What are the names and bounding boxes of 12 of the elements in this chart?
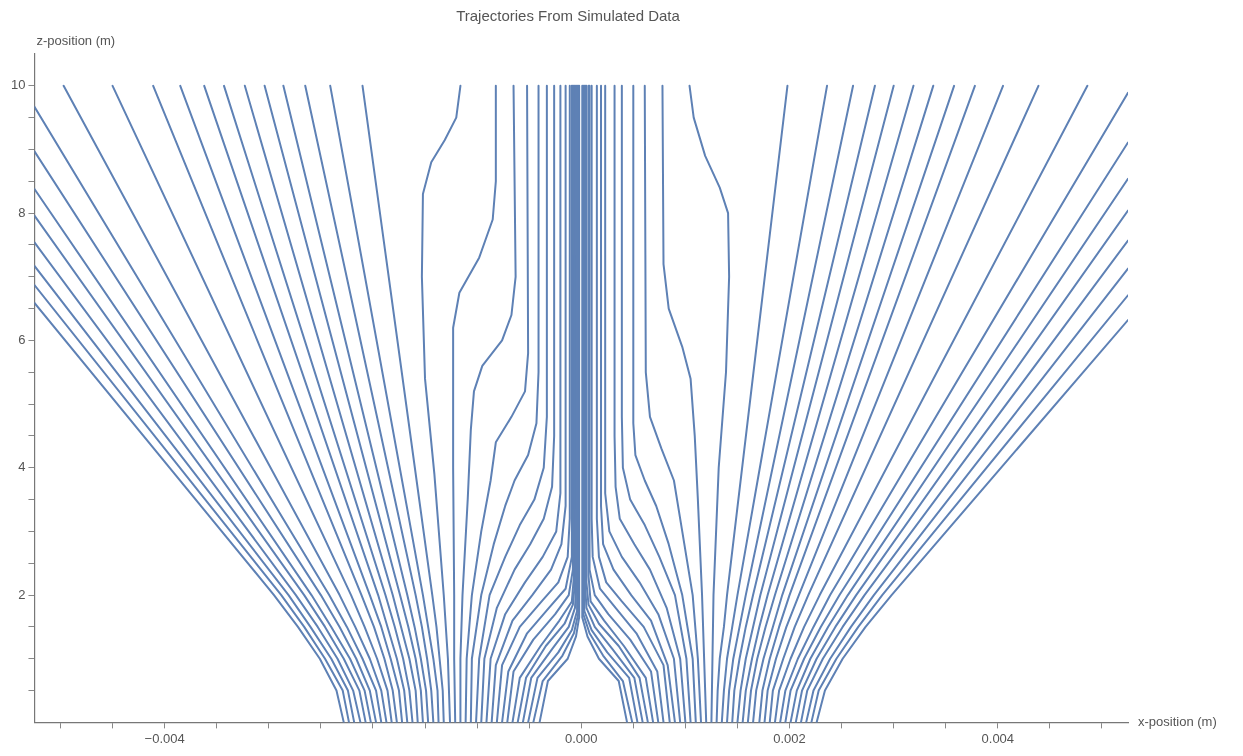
x-tick-label: 0.004 — [981, 730, 1015, 746]
x-tick-label: 0.002 — [773, 730, 806, 746]
y-tick-label: 10 — [10, 77, 26, 93]
chart-title: Trajectories From Simulated Data — [456, 7, 681, 25]
x-tick-label: −0.004 — [144, 730, 185, 746]
y-axis-title: z-position (m) — [36, 33, 116, 49]
x-tick-label: 0.000 — [564, 730, 598, 746]
y-tick-label: 4 — [18, 459, 26, 475]
y-tick-label: 8 — [18, 204, 26, 220]
x-axis-title: x-position (m) — [1138, 713, 1217, 729]
y-tick-label: 2 — [18, 586, 26, 602]
y-tick-label: 6 — [18, 332, 26, 348]
